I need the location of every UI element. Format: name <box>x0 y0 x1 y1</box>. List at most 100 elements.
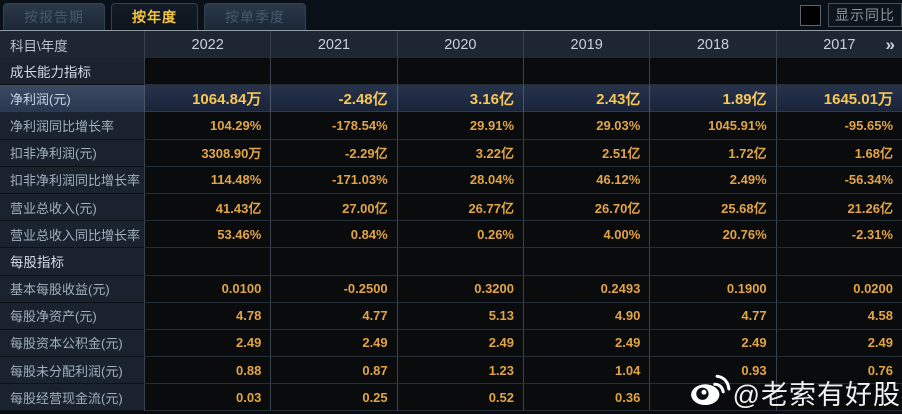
row-label: 每股未分配利润(元) <box>0 357 144 385</box>
value-cell <box>649 384 776 412</box>
value-cell: 0.0200 <box>775 275 902 303</box>
yoy-controls: 显示同比 <box>800 3 902 27</box>
value-cell: 0.76 <box>775 357 902 385</box>
table-row: 每股资本公积金(元) 2.49 2.49 2.49 2.49 2.49 2.49 <box>0 329 902 358</box>
value-cell <box>270 58 397 86</box>
section-row: 成长能力指标 <box>0 58 902 86</box>
value-cell: 20.76% <box>649 221 776 249</box>
value-cell: 2.49 <box>270 329 397 358</box>
value-cell <box>396 58 523 86</box>
corner-header: 科目\年度 <box>10 38 68 54</box>
value-cell <box>775 58 902 86</box>
value-cell: 1.23 <box>396 357 523 385</box>
value-cell: -171.03% <box>270 166 397 194</box>
year-header: 2020 <box>396 31 523 58</box>
value-cell: 104.29% <box>144 112 271 140</box>
value-cell: -56.34% <box>775 166 902 194</box>
row-label: 基本每股收益(元) <box>0 275 144 303</box>
value-cell: 3.22亿 <box>396 139 523 167</box>
value-cell: 53.46% <box>144 221 271 249</box>
value-cell: 0.2493 <box>523 275 650 303</box>
value-cell: 46.12% <box>523 166 650 194</box>
row-label: 成长能力指标 <box>0 58 144 86</box>
value-cell: -0.2500 <box>270 275 397 303</box>
tab-by-quarter[interactable]: 按单季度 <box>204 3 306 30</box>
table-row: 扣非净利润同比增长率 114.48% -171.03% 28.04% 46.12% 2.4… <box>0 166 902 194</box>
value-cell <box>523 58 650 86</box>
value-cell <box>775 384 902 412</box>
value-cell: 0.84% <box>270 221 397 249</box>
value-cell <box>649 248 776 276</box>
value-cell: 21.26亿 <box>775 193 902 222</box>
value-cell: 0.88 <box>144 357 271 385</box>
value-cell: 2.49 <box>775 329 902 358</box>
table-row: 净利润(元) 1064.84万 -2.48亿 3.16亿 2.43亿 1.89亿 1645.… <box>0 85 902 113</box>
value-cell <box>523 248 650 276</box>
table-row: 营业总收入同比增长率 53.46% 0.84% 0.26% 4.00% 20.76% -2.… <box>0 221 902 249</box>
tab-by-report-period[interactable]: 按报告期 <box>3 3 105 30</box>
row-label: 扣非净利润(元) <box>0 139 144 167</box>
table-row: 每股未分配利润(元) 0.88 0.87 1.23 1.04 0.93 0.76 <box>0 357 902 385</box>
value-cell: 5.13 <box>396 302 523 330</box>
value-cell: 1645.01万 <box>775 85 902 113</box>
value-cell: 2.49% <box>649 166 776 194</box>
value-cell: 41.43亿 <box>144 193 271 222</box>
value-cell: -2.29亿 <box>270 139 397 167</box>
value-cell: 0.36 <box>523 384 650 412</box>
value-cell: 0.52 <box>396 384 523 412</box>
value-cell: 1.89亿 <box>649 85 776 113</box>
value-cell: 2.49 <box>649 329 776 358</box>
period-tab-bar: 按报告期 按年度 按单季度 显示同比 <box>0 0 902 30</box>
value-cell: 0.87 <box>270 357 397 385</box>
value-cell: 3308.90万 <box>144 139 271 167</box>
value-cell: 2.51亿 <box>523 139 650 167</box>
table-header-row: 科目\年度 2022 2021 2020 2019 2018 2017» <box>0 30 902 58</box>
value-cell: 0.3200 <box>396 275 523 303</box>
table-row: 每股经营现金流(元) 0.03 0.25 0.52 0.36 <box>0 384 902 412</box>
value-cell <box>144 58 271 86</box>
value-cell: -2.48亿 <box>270 85 397 113</box>
value-cell: 26.70亿 <box>523 193 650 222</box>
value-cell: 29.91% <box>396 112 523 140</box>
section-row: 每股指标 <box>0 248 902 276</box>
value-cell: 1.72亿 <box>649 139 776 167</box>
table-row: 每股净资产(元) 4.78 4.77 5.13 4.90 4.77 4.58 <box>0 302 902 330</box>
value-cell: 4.77 <box>270 302 397 330</box>
row-label: 扣非净利润同比增长率 <box>0 166 144 194</box>
value-cell: 2.43亿 <box>523 85 650 113</box>
row-label: 每股指标 <box>0 248 144 276</box>
year-header: 2018 <box>649 31 775 58</box>
show-yoy-toggle[interactable]: 显示同比 <box>828 3 902 27</box>
value-cell <box>775 248 902 276</box>
row-label: 净利润同比增长率 <box>0 112 144 140</box>
table-row: 基本每股收益(元) 0.0100 -0.2500 0.3200 0.2493 0.1900… <box>0 275 902 303</box>
table-row: 净利润同比增长率 104.29% -178.54% 29.91% 29.03% 1045.… <box>0 112 902 140</box>
value-cell: 1.68亿 <box>775 139 902 167</box>
value-cell <box>396 248 523 276</box>
value-cell: 25.68亿 <box>649 193 776 222</box>
show-yoy-checkbox[interactable] <box>800 4 821 26</box>
tab-by-year[interactable]: 按年度 <box>111 3 198 30</box>
table-row: 扣非净利润(元) 3308.90万 -2.29亿 3.22亿 2.51亿 1.72亿 1.6… <box>0 139 902 167</box>
row-label: 营业总收入(元) <box>0 193 144 222</box>
year-header: 2019 <box>523 31 649 58</box>
value-cell: -178.54% <box>270 112 397 140</box>
value-cell: 2.49 <box>523 329 650 358</box>
row-label: 每股净资产(元) <box>0 302 144 330</box>
value-cell: 0.25 <box>270 384 397 412</box>
year-header: 2017 <box>775 31 902 58</box>
row-label: 营业总收入同比增长率 <box>0 221 144 249</box>
row-label: 每股资本公积金(元) <box>0 329 144 358</box>
value-cell: 1.04 <box>523 357 650 385</box>
value-cell: 28.04% <box>396 166 523 194</box>
table-body: 成长能力指标 净利润(元) 1064.84万 -2.48亿 3.16亿 2.43亿 1.89… <box>0 58 902 412</box>
year-header: 2022 <box>144 31 270 58</box>
more-years-button[interactable]: » <box>885 35 895 54</box>
value-cell: 3.16亿 <box>396 85 523 113</box>
row-label: 每股经营现金流(元) <box>0 384 144 412</box>
year-header: 2021 <box>270 31 396 58</box>
value-cell <box>144 248 271 276</box>
table-row: 营业总收入(元) 41.43亿 27.00亿 26.77亿 26.70亿 25.68亿 21… <box>0 193 902 222</box>
value-cell: -2.31% <box>775 221 902 249</box>
